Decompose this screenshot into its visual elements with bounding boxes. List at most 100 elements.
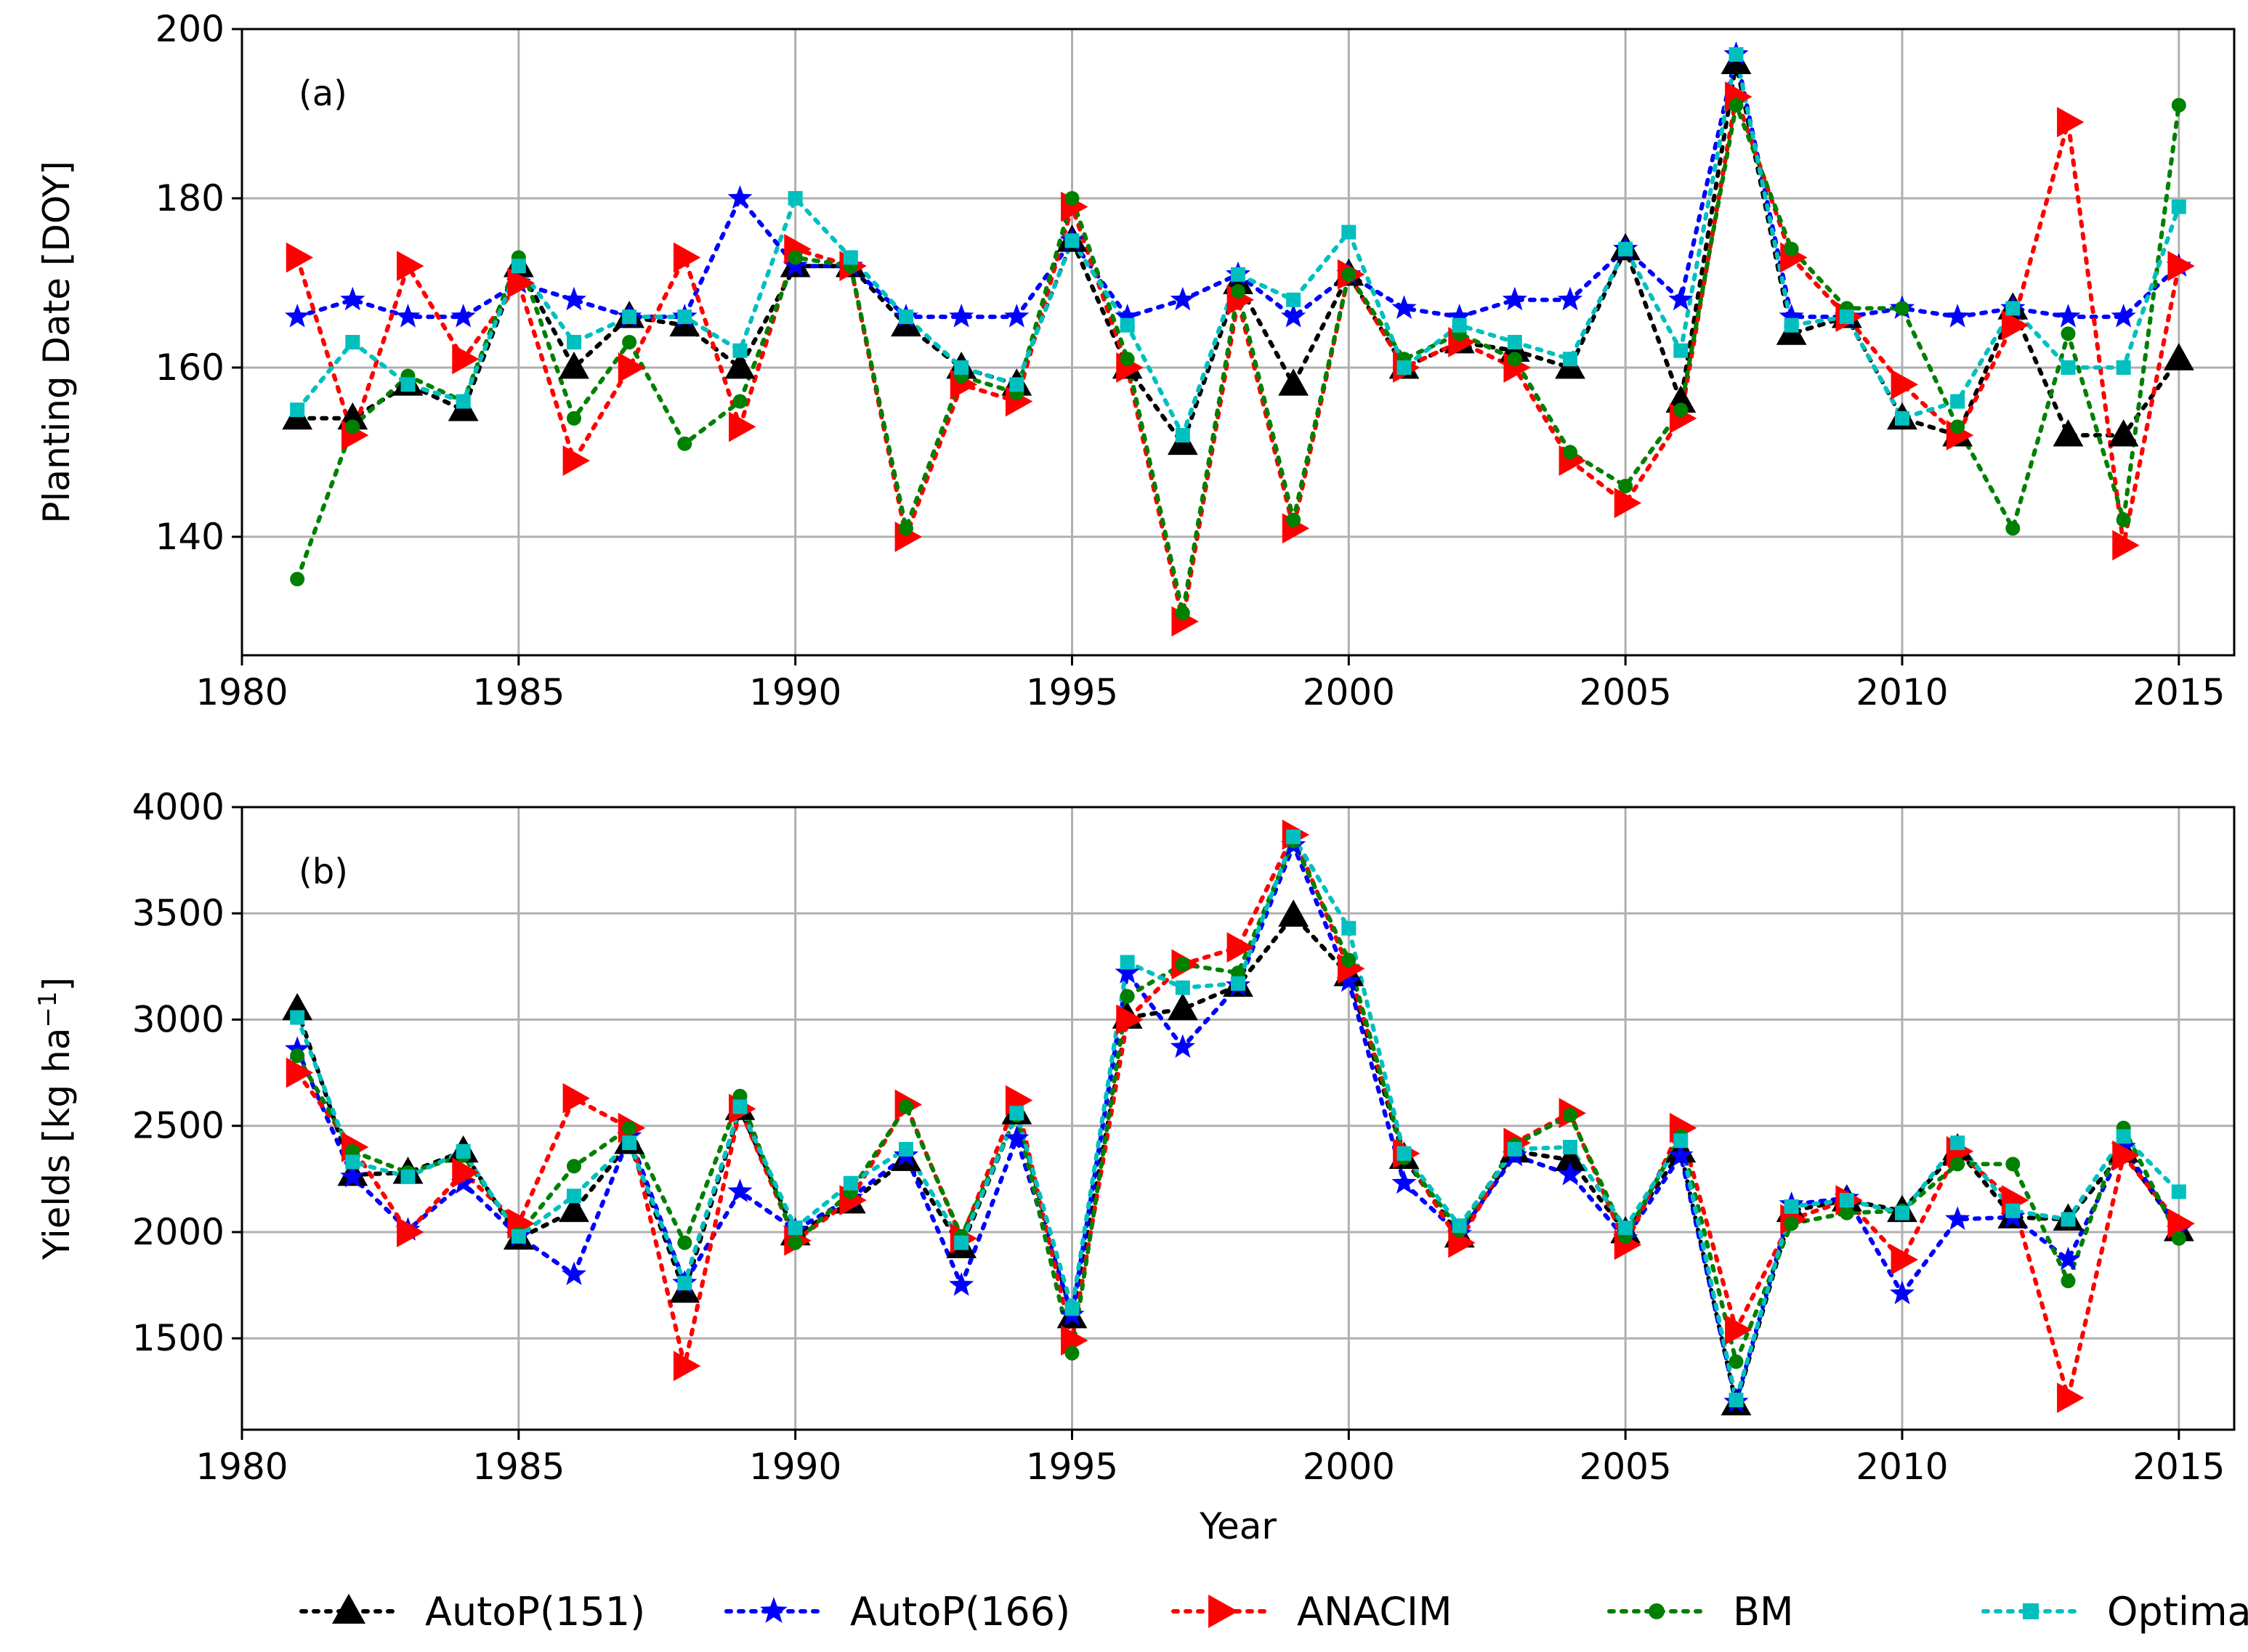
- data-point-optimal: [290, 402, 305, 418]
- x-tick-label: 1985: [472, 1446, 565, 1488]
- data-point-autop-166: [1447, 304, 1472, 328]
- data-point-bm: [1120, 352, 1135, 367]
- y-tick-label: 1500: [132, 1317, 225, 1359]
- data-point-optimal: [954, 1235, 969, 1250]
- legend-entry-anacim: ANACIM: [1171, 1589, 1452, 1635]
- data-point-autop-166: [1004, 304, 1030, 328]
- data-point-optimal: [1341, 920, 1357, 936]
- data-point-autop-166: [561, 286, 587, 311]
- data-point-bm: [2005, 521, 2021, 536]
- data-point-autop-166: [727, 185, 753, 209]
- data-point-bm: [1895, 301, 1909, 316]
- data-point-anacim: [286, 242, 314, 273]
- panel-a-planting-date: 1980 1985 1990 1995 2000 2005 2010 2015 140 160 18…: [36, 8, 2236, 713]
- data-point-autop-151: [1167, 992, 1198, 1021]
- data-point-autop-151: [2163, 343, 2194, 371]
- x-tick-label: 2015: [2132, 671, 2225, 713]
- y-tick-label: 3000: [132, 998, 225, 1040]
- data-point-optimal: [2061, 360, 2076, 375]
- data-point-optimal: [1452, 317, 1467, 333]
- data-point-optimal: [788, 1220, 803, 1236]
- y-tick-label: 160: [155, 347, 225, 389]
- data-point-anacim: [452, 1157, 480, 1188]
- y-tick-label: 180: [155, 177, 225, 219]
- data-point-bm: [1563, 445, 1577, 460]
- data-point-anacim: [1891, 369, 1918, 400]
- y-tick-label: 200: [155, 8, 225, 50]
- data-point-optimal: [1618, 241, 1633, 256]
- data-point-autop-166: [395, 304, 421, 328]
- data-point-optimal: [1563, 352, 1577, 367]
- x-tick-label: 2010: [1856, 1446, 1948, 1488]
- legend-label: AutoP(166): [850, 1589, 1070, 1635]
- data-point-optimal: [1286, 829, 1301, 844]
- data-point-autop-166: [1115, 304, 1140, 328]
- data-point-optimal: [1673, 1133, 1689, 1149]
- data-point-optimal: [2005, 301, 2021, 316]
- data-point-optimal: [1341, 224, 1357, 240]
- data-point-autop-166: [1391, 295, 1417, 319]
- data-point-autop-166: [450, 304, 476, 328]
- panel-label: (b): [299, 851, 348, 892]
- data-point-optimal: [400, 377, 416, 392]
- x-tick-label: 1995: [1026, 671, 1118, 713]
- data-point-optimal: [732, 343, 748, 358]
- data-point-bm: [2171, 97, 2186, 113]
- data-point-autop-166: [2055, 1247, 2081, 1271]
- data-point-autop-151: [724, 351, 756, 379]
- data-point-autop-166: [1170, 1034, 1195, 1058]
- data-point-optimal: [2061, 1212, 2076, 1227]
- data-point-autop-166: [2055, 304, 2081, 328]
- data-point-optimal: [1231, 267, 1245, 282]
- data-point-optimal: [899, 1141, 913, 1157]
- data-point-optimal: [511, 1228, 526, 1244]
- data-point-autop-166: [949, 1272, 974, 1296]
- data-point-optimal: [622, 309, 637, 325]
- x-tick-label: 2010: [1856, 671, 1948, 713]
- data-point-anacim: [673, 242, 701, 273]
- data-point-autop-166: [285, 304, 310, 328]
- data-point-bm: [1175, 605, 1190, 620]
- data-point-bm: [677, 436, 692, 451]
- y-tick-label: 4000: [132, 786, 225, 828]
- data-point-optimal: [1231, 976, 1245, 991]
- data-point-autop-166: [340, 1163, 365, 1188]
- data-point-autop-166: [1945, 1206, 1970, 1230]
- data-point-bm: [1673, 402, 1689, 418]
- data-point-bm: [1064, 1345, 1080, 1361]
- data-point-optimal: [1175, 980, 1190, 995]
- data-point-autop-166: [1170, 286, 1195, 311]
- legend-marker: [332, 1593, 365, 1624]
- data-point-autop-151: [282, 992, 313, 1021]
- data-point-bm: [1064, 190, 1080, 206]
- data-point-bm: [1729, 97, 1744, 113]
- data-point-optimal: [1839, 1193, 1854, 1208]
- data-point-bm: [899, 1099, 913, 1114]
- data-point-optimal: [1729, 46, 1744, 62]
- data-point-bm: [1784, 1216, 1799, 1231]
- data-point-bm: [677, 1235, 692, 1250]
- data-point-optimal: [1563, 1139, 1577, 1154]
- data-point-autop-166: [1502, 286, 1527, 311]
- data-point-bm: [899, 521, 913, 536]
- series-line-optimal: [295, 832, 2181, 1401]
- data-point-optimal: [345, 335, 360, 349]
- data-point-bm: [345, 419, 360, 434]
- legend: AutoP(151) AutoP(166) ANACIM BM Optimal: [299, 1589, 2248, 1635]
- x-tick-label: 2015: [2132, 1446, 2225, 1488]
- data-point-bm: [1286, 512, 1301, 527]
- data-point-bm: [2171, 1231, 2186, 1246]
- legend-entry-autop-151: AutoP(151): [299, 1589, 645, 1635]
- data-point-optimal: [345, 1154, 360, 1170]
- x-tick-label: 1995: [1026, 1446, 1118, 1488]
- data-point-optimal: [456, 1143, 471, 1159]
- data-point-autop-166: [285, 1036, 310, 1060]
- series-line-autop-151: [295, 62, 2181, 449]
- data-point-optimal: [899, 309, 913, 325]
- data-point-autop-166: [1115, 960, 1140, 984]
- panel-label: (a): [299, 73, 347, 114]
- data-point-autop-166: [1668, 286, 1694, 311]
- data-point-autop-166: [1281, 304, 1306, 328]
- data-point-anacim: [562, 1082, 590, 1114]
